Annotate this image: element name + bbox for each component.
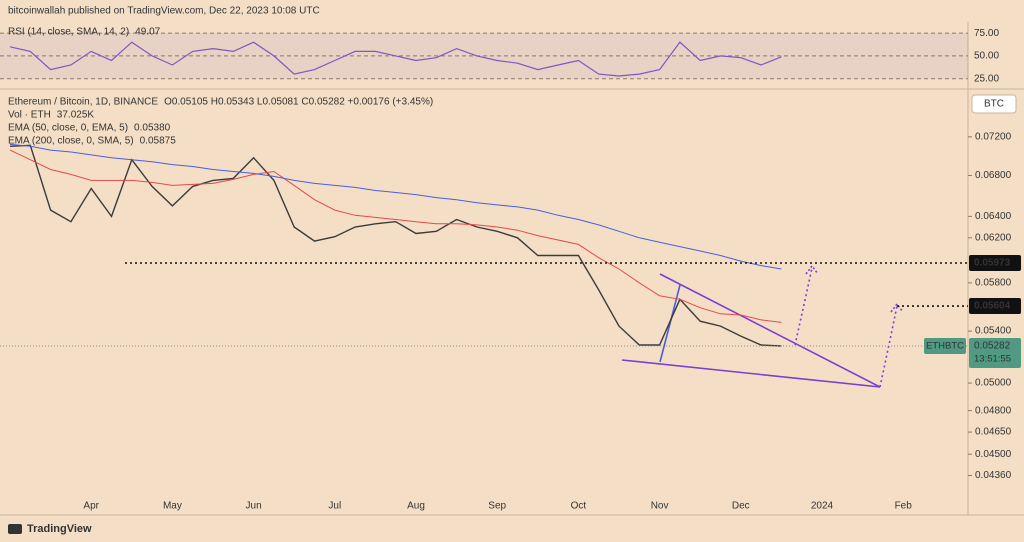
- rsi-legend-value: 49.07: [135, 27, 160, 38]
- y-tick-label: 0.05400: [975, 326, 1012, 337]
- x-tick-label: Jul: [328, 501, 341, 512]
- y-tick-label: 0.04650: [975, 427, 1012, 438]
- price-badge: [969, 338, 1021, 369]
- indicator-line: [9, 149, 782, 323]
- y-tick-label: 0.06200: [975, 232, 1012, 243]
- y-tick-label: 0.04360: [975, 470, 1012, 481]
- y-tick-label: 0.04500: [975, 449, 1012, 460]
- x-tick-label: Aug: [407, 501, 425, 512]
- x-tick-label: May: [163, 501, 182, 512]
- y-tick-label: 0.05000: [975, 378, 1012, 389]
- level-badge: [969, 254, 1021, 271]
- x-tick-label: 2024: [811, 501, 834, 512]
- footer-brand: TradingView: [27, 523, 92, 535]
- wedge-pole: [659, 284, 681, 363]
- header-text: bitcoinwallah published on TradingView.c…: [8, 6, 320, 17]
- x-tick-label: Dec: [732, 501, 750, 512]
- rsi-tick-label: 25.00: [974, 73, 999, 84]
- level-badge-label: 0.05604: [974, 301, 1011, 312]
- x-tick-label: Feb: [895, 501, 913, 512]
- legend-title: Ethereum / Bitcoin, 1D, BINANCE: [8, 97, 158, 108]
- x-tick-label: Jun: [246, 501, 262, 512]
- legend-series-value: 0.05875: [140, 136, 177, 147]
- y-tick-label: 0.06800: [975, 170, 1012, 181]
- y-tick-label: 0.05800: [975, 277, 1012, 288]
- x-tick-label: Nov: [651, 501, 669, 512]
- currency-badge[interactable]: [971, 94, 1017, 114]
- legend-series: EMA (50, close, 0, EMA, 5): [8, 123, 128, 134]
- legend-ohlc: O0.05105 H0.05343 L0.05081 C0.05282 +0.0…: [164, 97, 433, 108]
- x-tick-label: Sep: [488, 501, 506, 512]
- rsi-tick-label: 50.00: [974, 51, 999, 62]
- projection-arrowhead: [890, 302, 904, 313]
- rsi-line: [9, 41, 782, 77]
- legend-series: EMA (200, close, 0, SMA, 5): [8, 136, 134, 147]
- x-tick-label: Oct: [571, 501, 587, 512]
- symbol-badge: [924, 338, 966, 355]
- projection-arrow: [879, 305, 898, 388]
- legend-series-value: 0.05380: [134, 123, 171, 134]
- indicator-line: [9, 143, 782, 270]
- rsi-legend: RSI (14, close, SMA, 14, 2): [8, 27, 129, 38]
- price-badge-label: 0.05282: [974, 341, 1011, 352]
- x-tick-label: Apr: [83, 501, 99, 512]
- price-line: [9, 144, 782, 347]
- footer: TradingView: [8, 523, 92, 535]
- rsi-tick-label: 75.00: [974, 28, 999, 39]
- projection-arrow: [794, 267, 813, 346]
- symbol-label: ETHBTC: [926, 341, 964, 352]
- legend-volume-value: 37.025K: [57, 110, 95, 121]
- projection-arrowhead: [805, 264, 819, 275]
- wedge-drawing: [621, 264, 904, 388]
- wedge-lower: [621, 359, 881, 388]
- currency-label: BTC: [984, 99, 1004, 110]
- legend-volume: Vol · ETH: [8, 110, 51, 121]
- y-tick-label: 0.07200: [975, 131, 1012, 142]
- logo-icon: [8, 524, 22, 534]
- countdown-label: 13:51:55: [974, 354, 1011, 365]
- level-badge: [969, 298, 1021, 315]
- level-badge-label: 0.05973: [974, 258, 1011, 269]
- y-tick-label: 0.04800: [975, 405, 1012, 416]
- wedge-upper: [659, 273, 881, 388]
- y-tick-label: 0.06400: [975, 211, 1012, 222]
